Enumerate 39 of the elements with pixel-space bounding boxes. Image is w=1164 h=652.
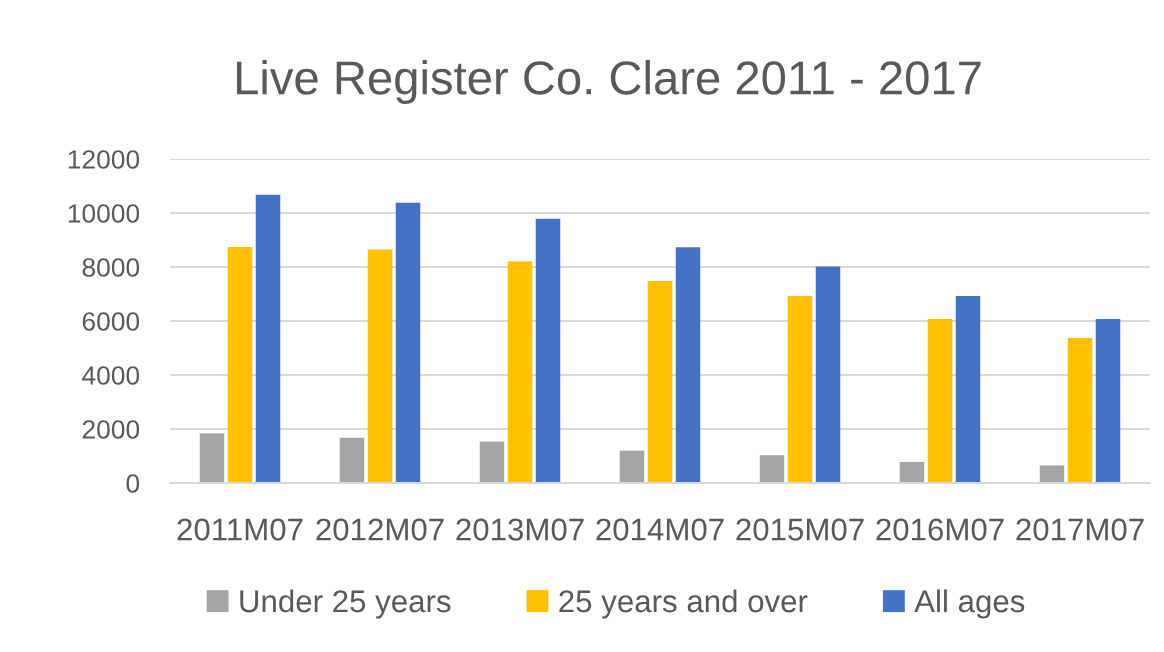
bar xyxy=(1095,319,1121,483)
legend-label: Under 25 years xyxy=(240,589,451,619)
bar xyxy=(787,295,813,483)
bar xyxy=(255,194,281,483)
bar xyxy=(367,249,393,483)
bar xyxy=(927,319,953,483)
bar xyxy=(507,261,533,483)
bar xyxy=(899,461,925,483)
bar xyxy=(227,247,253,483)
bar xyxy=(339,437,365,483)
x-tick-label: 2017M07 xyxy=(1016,518,1144,541)
legend-label: 25 years and over xyxy=(559,589,808,619)
y-tick-label: 8000 xyxy=(82,258,140,277)
x-tick-label: 2012M07 xyxy=(316,518,444,541)
legend-label: All ages xyxy=(914,589,1025,619)
bar xyxy=(619,450,645,483)
y-tick-label: 0 xyxy=(126,474,140,493)
bar xyxy=(395,202,421,483)
bar xyxy=(675,247,701,483)
bar xyxy=(815,266,841,483)
y-tick-label: 6000 xyxy=(82,312,140,331)
y-tick-label: 4000 xyxy=(82,366,140,385)
bar xyxy=(955,295,981,483)
x-tick-label: 2016M07 xyxy=(876,518,1004,541)
bar xyxy=(647,281,673,483)
x-tick-label: 2011M07 xyxy=(177,518,303,541)
bar xyxy=(1067,338,1093,483)
x-tick-label: 2013M07 xyxy=(456,518,584,541)
bar xyxy=(1039,465,1065,483)
bar xyxy=(535,218,561,483)
bar xyxy=(479,441,505,483)
chart-title: Live Register Co. Clare 2011 - 2017 xyxy=(236,59,981,105)
x-tick-label: 2014M07 xyxy=(596,518,724,541)
bar xyxy=(199,433,225,483)
y-tick-label: 2000 xyxy=(82,420,140,439)
y-tick-label: 10000 xyxy=(68,204,140,223)
bar xyxy=(759,455,785,483)
y-tick-label: 12000 xyxy=(68,150,140,169)
x-tick-label: 2015M07 xyxy=(736,518,864,541)
